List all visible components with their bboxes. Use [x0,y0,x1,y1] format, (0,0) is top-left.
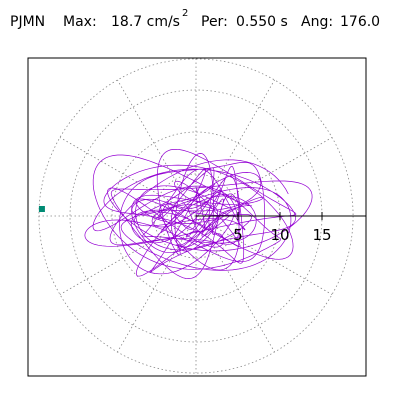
start-marker [38,206,45,212]
max-label: Max: [63,14,97,30]
grid-spoke [195,79,275,217]
radial-tick-label: 15 [312,226,331,244]
header-bar: PJMN Max: 18.7 cm/s 2 Per: 0.550 s Ang: … [0,8,400,38]
plot-frame [27,57,367,377]
per-label: Per: [201,14,228,30]
station-code: PJMN [10,14,46,30]
radial-tick-label: 10 [270,226,289,244]
max-unit-exponent: 2 [182,8,189,19]
motion-trace [84,148,313,279]
max-value: 18.7 cm/s [111,14,180,30]
ang-value: 176.0 [340,14,381,30]
trace-path [84,148,313,279]
ang-label: Ang: [301,14,334,30]
radial-ticks: 5 10 15 [233,212,332,244]
radial-tick-label: 5 [233,226,243,244]
per-value: 0.550 s [236,14,288,30]
